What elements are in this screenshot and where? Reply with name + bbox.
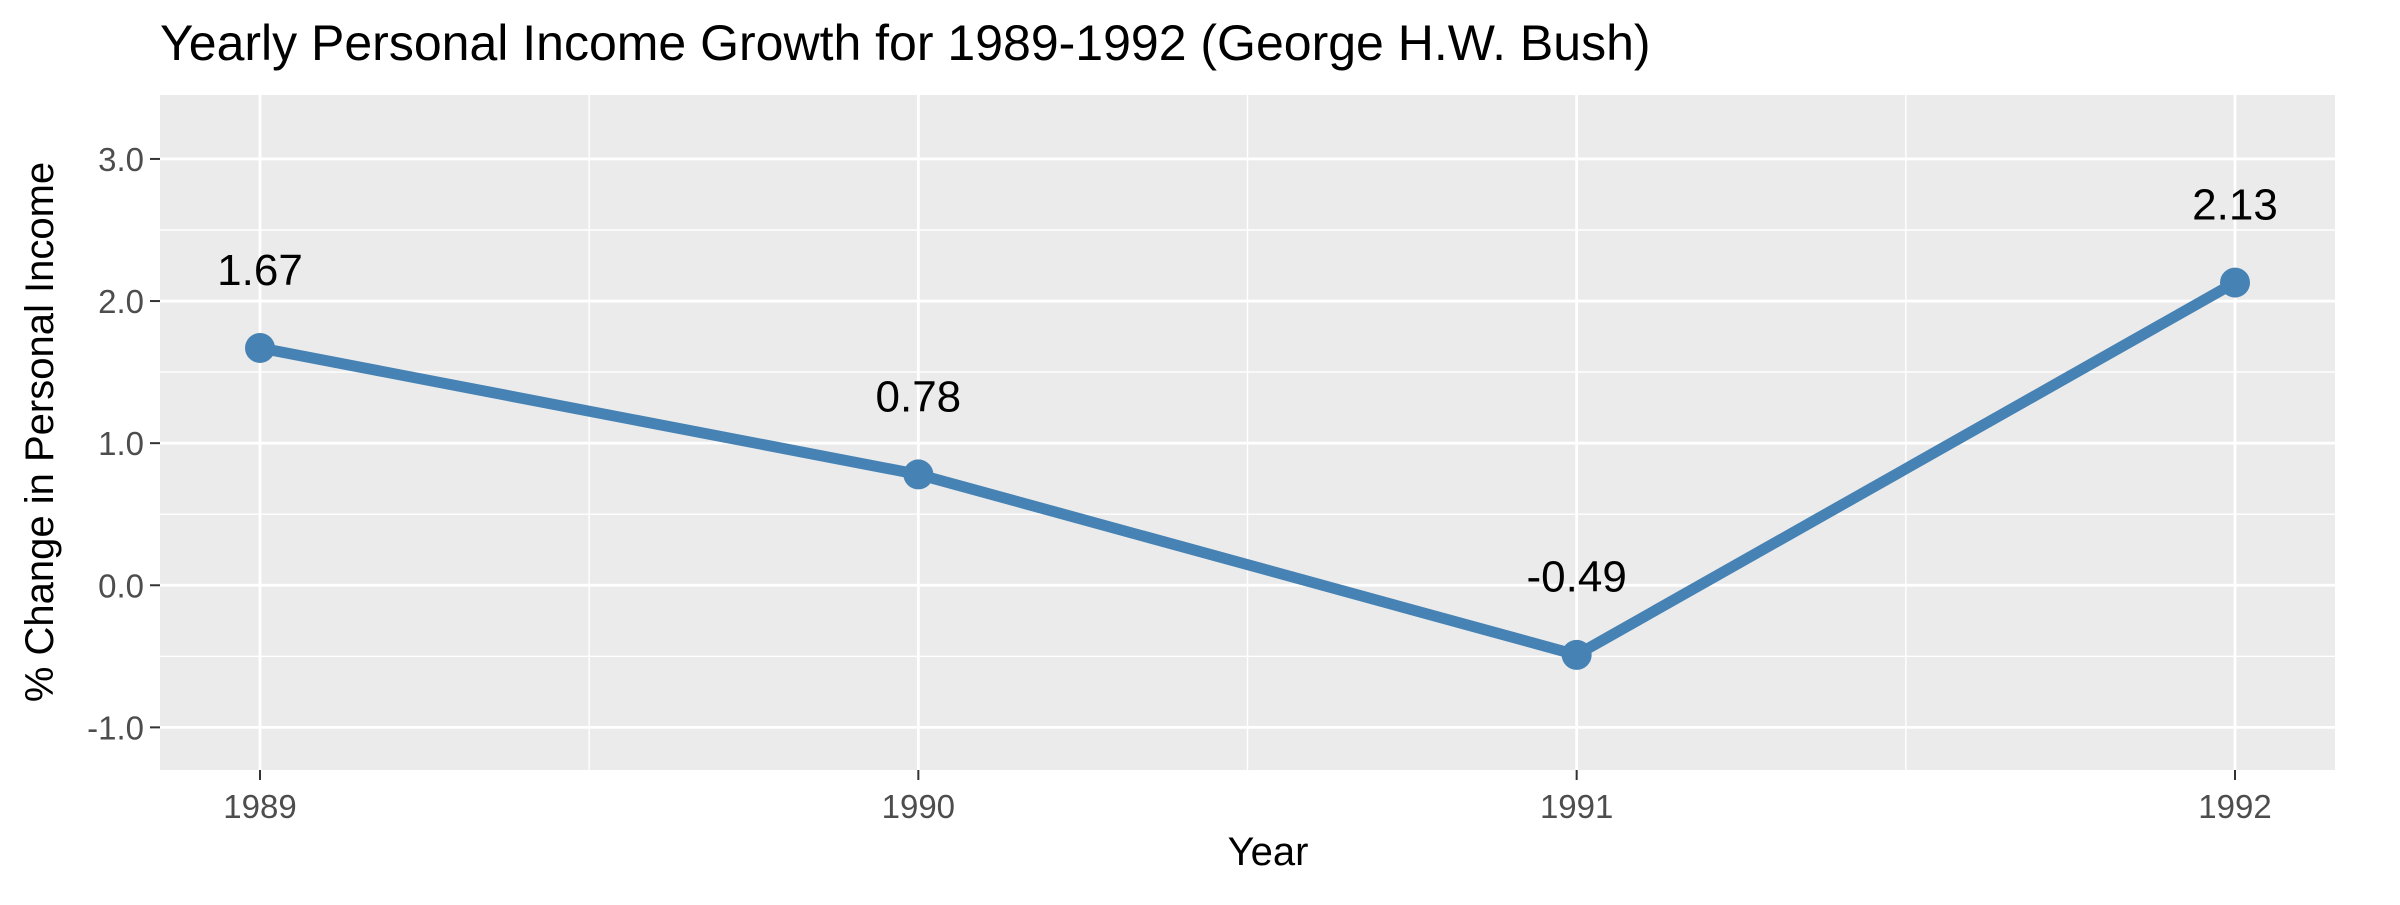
data-point (1561, 639, 1592, 670)
data-label: 2.13 (2192, 180, 2278, 229)
x-tick-label: 1992 (2198, 788, 2271, 825)
series-line (258, 277, 2238, 661)
x-axis-title: Year (1228, 830, 1309, 874)
x-tick-label: 1990 (882, 788, 955, 825)
data-label: 1.67 (217, 246, 303, 295)
axes: -1.0 0.0 1.0 2.0 3.0 1989 1990 1991 1992 (87, 141, 2272, 825)
gridlines (160, 95, 2335, 770)
y-tick-label: 3.0 (98, 141, 144, 178)
y-axis-title: % Change in Personal Income (18, 162, 62, 702)
data-labels: 1.67 0.78 -0.49 2.13 (217, 180, 2278, 601)
data-point (245, 332, 275, 363)
y-tick-label: 2.0 (98, 283, 144, 320)
y-tick-label: 1.0 (98, 425, 144, 462)
x-tick-label: 1991 (1540, 788, 1613, 825)
y-tick-label: -1.0 (87, 709, 144, 746)
data-label: 0.78 (876, 372, 962, 421)
data-label: -0.49 (1527, 553, 1627, 602)
x-tick-label: 1989 (223, 788, 296, 825)
chart-title: Yearly Personal Income Growth for 1989-1… (160, 15, 1651, 71)
data-point (903, 459, 934, 490)
y-tick-label: 0.0 (98, 567, 144, 604)
data-point (2220, 267, 2250, 298)
series-layer (245, 267, 2250, 670)
